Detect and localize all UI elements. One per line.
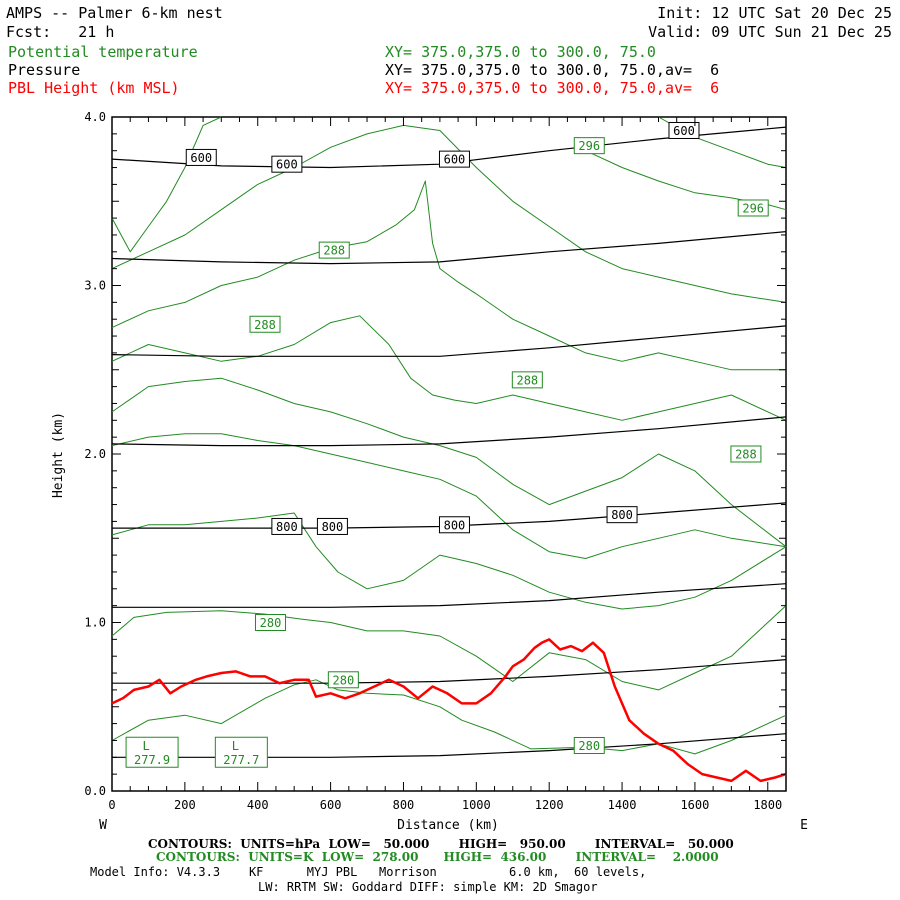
- y-axis-title: Height (km): [51, 412, 66, 498]
- x-tick-label-600: 600: [320, 798, 342, 812]
- field-theta-xy: XY= 375.0,375.0 to 300.0, 75.0: [385, 43, 656, 61]
- low-marker-letter-0: L: [142, 739, 149, 753]
- low-marker-box-1: [214, 736, 268, 768]
- pressure-label-3: 600: [673, 124, 695, 138]
- theta-line-2: [111, 512, 787, 610]
- isobar-700: [111, 325, 787, 357]
- pressure-label-0-box: [185, 148, 217, 166]
- theta-label-1: 280: [333, 673, 355, 687]
- theta-label-7: 296: [578, 139, 600, 153]
- y-tick-label-4: 4.0: [84, 110, 106, 124]
- field-pressure-name: Pressure: [8, 61, 81, 79]
- field-pbl-xy: XY= 375.0,375.0 to 300.0, 75.0,av= 6: [385, 79, 720, 97]
- y-tick-label-1: 1.0: [84, 616, 106, 630]
- x-tick-label-1800: 1800: [753, 798, 782, 812]
- y-tick-label-2: 2.0: [84, 447, 106, 461]
- x-tick-label-800: 800: [393, 798, 415, 812]
- theta-line-3: [111, 433, 787, 559]
- pressure-label-2-box: [438, 150, 470, 168]
- axes: 0 200 400 600 800 1000 1200 1400 1600 1800 0.0 1.0 2…: [84, 110, 787, 812]
- pressure-label-4: 800: [276, 520, 298, 534]
- field-pbl-name: PBL Height (km MSL): [8, 79, 180, 97]
- x-tick-label-1200: 1200: [535, 798, 564, 812]
- theta-label-6: 288: [735, 448, 757, 462]
- pressure-label-7-box: [606, 506, 638, 524]
- theta-label-6-box: [730, 445, 762, 463]
- footer-model-info: Model Info: V4.3.3 KF MYJ PBL Morrison 6…: [90, 865, 647, 879]
- contour-labels: 600 600 600 600 800 800 800 800 280 280 280 288 288 2…: [125, 121, 769, 768]
- pressure-label-0: 600: [190, 151, 212, 165]
- theta-line-1: [111, 605, 787, 691]
- theta-label-2-box: [573, 737, 605, 755]
- theta-label-0-box: [254, 614, 286, 631]
- theta-isentropes: [111, 116, 787, 755]
- east-label: E: [800, 818, 808, 833]
- isobar-750: [111, 416, 787, 447]
- init-time: Init: 12 UTC Sat 20 Dec 25: [657, 4, 892, 22]
- y-tick-label-3: 3.0: [84, 279, 106, 293]
- pbl-height: [111, 638, 787, 783]
- x-tick-label-1600: 1600: [680, 798, 709, 812]
- theta-label-7-box: [573, 137, 605, 155]
- pressure-isobars: [111, 126, 787, 758]
- y-tick-label-0: 0.0: [84, 784, 106, 798]
- theta-line-6: [111, 180, 786, 371]
- valid-time: Valid: 09 UTC Sun 21 Dec 25: [648, 23, 892, 41]
- theta-line-8: [111, 116, 222, 253]
- pressure-label-7: 800: [611, 508, 633, 522]
- plot-border: [111, 116, 787, 792]
- isobar-650: [111, 231, 787, 265]
- pressure-label-1: 600: [276, 158, 298, 172]
- footer-theta-contours: CONTOURS: UNITS=K LOW= 278.00 HIGH= 436.…: [156, 850, 719, 864]
- x-tick-label-0: 0: [108, 798, 115, 812]
- theta-label-2: 280: [578, 739, 600, 753]
- forecast-hour: Fcst: 21 h: [6, 23, 115, 41]
- pressure-label-3-box: [668, 121, 700, 139]
- theta-label-8: 296: [742, 201, 764, 215]
- theta-label-4-box: [318, 241, 350, 259]
- theta-label-4: 288: [323, 244, 345, 258]
- pressure-label-1-box: [271, 155, 303, 173]
- pressure-label-6-box: [438, 516, 470, 534]
- theta-label-3-box: [249, 315, 281, 333]
- pressure-label-2: 600: [444, 153, 466, 167]
- theta-line-5: [111, 315, 787, 421]
- low-marker-value-0: 277.9: [134, 753, 170, 767]
- field-pressure-xy: XY= 375.0,375.0 to 300.0, 75.0,av= 6: [385, 61, 720, 79]
- isobar-850: [112, 583, 787, 608]
- x-tick-label-200: 200: [174, 798, 196, 812]
- isobar-900: [112, 659, 787, 684]
- low-marker-box-0: [125, 736, 179, 768]
- pbl-height-line: [111, 638, 787, 783]
- footer-pressure-contours: CONTOURS: UNITS=hPa LOW= 50.000 HIGH= 95…: [148, 837, 734, 851]
- model-title: AMPS -- Palmer 6-km nest: [6, 4, 223, 22]
- theta-line-4: [111, 377, 787, 548]
- footer-physics-info: LW: RRTM SW: Goddard DIFF: simple KM: 2D…: [258, 880, 598, 894]
- field-theta-name: Potential temperature: [8, 43, 198, 61]
- plot-frame: [111, 116, 787, 792]
- pressure-label-5: 800: [322, 520, 344, 534]
- theta-label-3: 288: [254, 318, 276, 332]
- theta-label-8-box: [737, 199, 769, 217]
- pressure-label-4-box: [271, 517, 303, 535]
- theta-line-7: [111, 124, 787, 303]
- pressure-label-6: 800: [444, 518, 466, 532]
- x-tick-label-400: 400: [247, 798, 269, 812]
- theta-label-5: 288: [516, 373, 538, 387]
- theta-label-1-box: [327, 671, 359, 689]
- pressure-label-5-box: [316, 517, 348, 535]
- theta-label-0: 280: [260, 616, 282, 630]
- theta-line-0: [111, 679, 787, 755]
- x-tick-label-1000: 1000: [462, 798, 491, 812]
- low-marker-value-1: 277.7: [223, 753, 259, 767]
- west-label: W: [99, 818, 107, 833]
- low-marker-letter-1: L: [232, 739, 239, 753]
- x-tick-label-1400: 1400: [608, 798, 637, 812]
- x-axis-title: Distance (km): [397, 818, 499, 833]
- isobar-950: [112, 733, 787, 758]
- theta-label-5-box: [511, 371, 543, 389]
